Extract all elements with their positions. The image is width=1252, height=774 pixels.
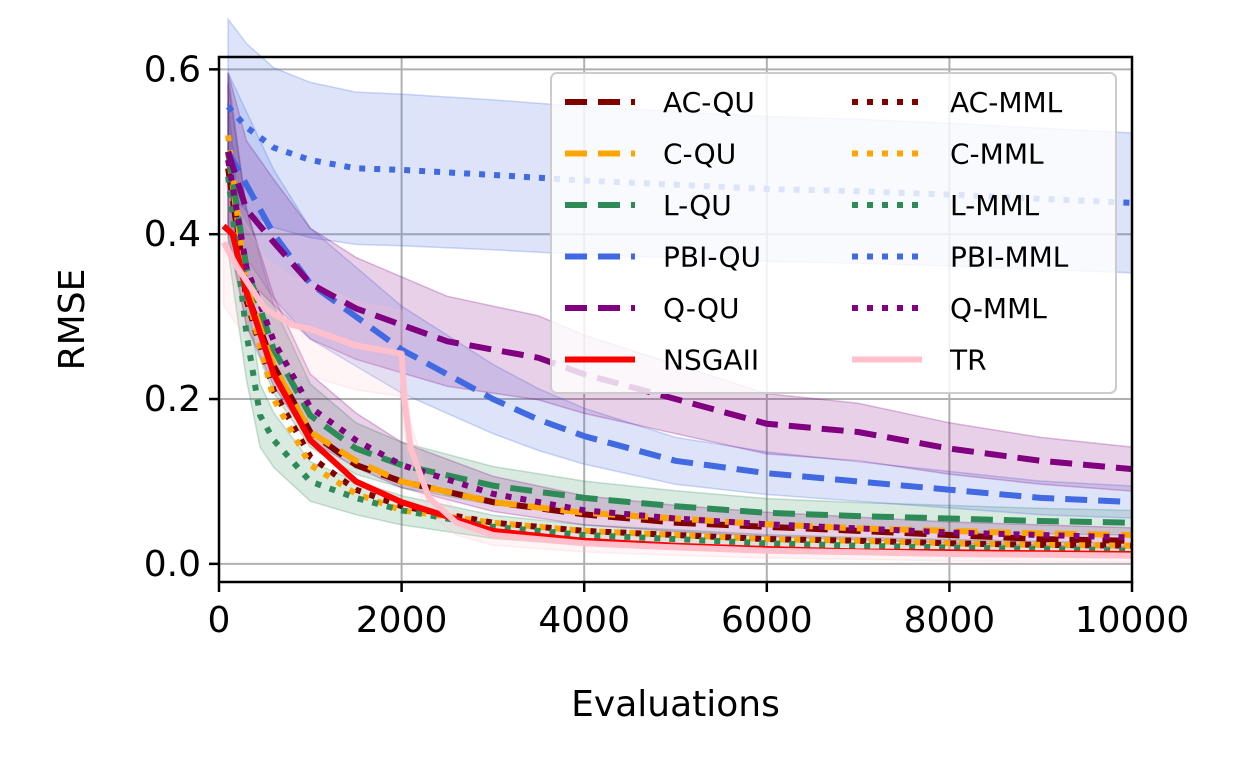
line-c-qu (225, 151, 1133, 538)
axes-frame (217, 55, 1134, 584)
legend-label-q-qu: Q-QU (663, 292, 739, 325)
x-tick-label: 4000 (538, 600, 630, 641)
line-q-qu (225, 150, 1133, 473)
legend-label-ac-qu: AC-QU (663, 86, 755, 119)
legend-label-nsgaii: NSGAII (663, 344, 759, 377)
line-c-mml (225, 134, 1133, 549)
legend-label-l-mml: L-MML (950, 189, 1040, 222)
line-tr (220, 240, 1133, 559)
legend-box (550, 72, 1117, 394)
legend-label-tr: TR (949, 344, 987, 377)
line-q-mml (225, 159, 1133, 541)
x-tick-label: 8000 (904, 600, 996, 641)
x-axis-label: Evaluations (571, 684, 780, 725)
legend-label-c-qu: C-QU (663, 138, 736, 171)
legend-label-l-qu: L-QU (663, 189, 732, 222)
line-l-mml (225, 176, 1133, 554)
y-tick-label: 0.6 (144, 49, 201, 90)
legend-label-c-mml: C-MML (950, 138, 1044, 171)
y-tick-label: 0.4 (144, 214, 201, 255)
series-lines (220, 104, 1133, 559)
y-tick-label: 0.0 (144, 544, 201, 585)
y-tick-label: 0.2 (144, 379, 201, 420)
legend-label-pbi-mml: PBI-MML (950, 241, 1069, 274)
legend-label-pbi-qu: PBI-QU (663, 241, 761, 274)
axis-ticks: 0 2000 4000 6000 8000 10000 0.0 0.2 0.4 0.6 (144, 49, 1190, 641)
x-tick-label: 10000 (1075, 600, 1190, 641)
x-tick-label: 0 (208, 600, 231, 641)
y-axis-label: RMSE (52, 269, 93, 371)
legend-label-q-mml: Q-MML (950, 292, 1047, 325)
x-tick-label: 2000 (356, 600, 448, 641)
x-tick-label: 6000 (721, 600, 813, 641)
legend: AC-QU C-QU L-QU PBI-QU Q-QU NSGAII AC-MML C-MML… (550, 72, 1117, 394)
legend-label-ac-mml: AC-MML (950, 86, 1063, 119)
line-l-qu (225, 151, 1133, 526)
line-pbi-qu (225, 150, 1133, 506)
plot-frame (217, 55, 1134, 584)
line-ac-mml (225, 151, 1133, 549)
